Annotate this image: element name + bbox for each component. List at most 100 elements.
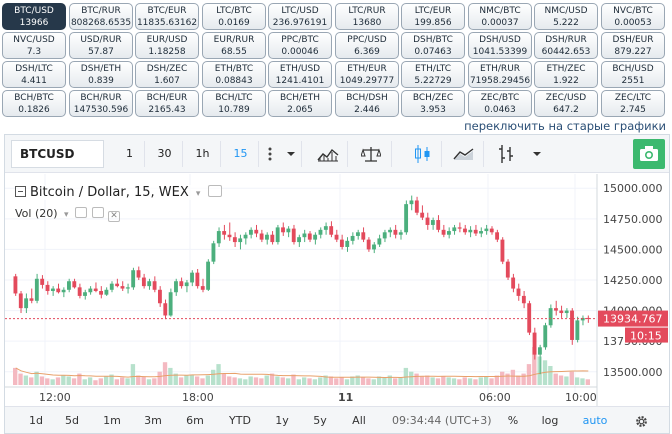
- time-tick-label: 12:00: [39, 391, 71, 404]
- range-1d-button[interactable]: 1d: [29, 414, 43, 427]
- range-ytd-button[interactable]: YTD: [229, 414, 251, 427]
- series-eye-icon[interactable]: [207, 185, 222, 197]
- pair-button[interactable]: BCH/DSH 2.446: [335, 90, 399, 117]
- pair-name: PPC/USD: [347, 35, 387, 45]
- pair-button[interactable]: DSH/ETH 0.839: [69, 61, 133, 88]
- pair-button[interactable]: DSH/BTC 0.07463: [401, 32, 465, 59]
- interval-1h-button[interactable]: 1h: [185, 141, 221, 167]
- camera-icon[interactable]: [633, 139, 665, 169]
- pair-button[interactable]: LTC/USD 236.976191: [268, 3, 332, 30]
- switch-old-charts-link[interactable]: переключить на старые графики: [464, 119, 666, 133]
- interval-1-button[interactable]: 1: [115, 141, 145, 167]
- range-5d-button[interactable]: 5d: [65, 414, 79, 427]
- pair-price: 57.87: [88, 47, 114, 57]
- pair-button[interactable]: PPC/BTC 0.00046: [268, 32, 332, 59]
- pair-price: 13680: [352, 18, 382, 28]
- log-scale-button[interactable]: log: [541, 414, 559, 427]
- pair-price: 6.369: [354, 47, 380, 57]
- pair-button[interactable]: DSH/EUR 879.227: [601, 32, 665, 59]
- candle-body: [163, 303, 168, 316]
- pair-button[interactable]: DSH/LTC 4.411: [2, 61, 66, 88]
- auto-scale-button[interactable]: auto: [582, 414, 608, 427]
- pair-price: 1.922: [553, 76, 579, 86]
- pair-button[interactable]: BCH/ZEC 3.953: [401, 90, 465, 117]
- range-all-button[interactable]: All: [352, 414, 366, 427]
- pair-price: 1241.4101: [275, 76, 325, 86]
- range-5y-button[interactable]: 5y: [313, 414, 327, 427]
- gear-icon[interactable]: [629, 407, 653, 434]
- indicators-icon[interactable]: [308, 141, 348, 167]
- pair-button[interactable]: BCH/ETH 2.065: [268, 90, 332, 117]
- series-chevron-down-icon[interactable]: ▾: [195, 189, 201, 199]
- pair-button[interactable]: EUR/USD 1.18258: [135, 32, 199, 59]
- area-chart-icon[interactable]: [444, 141, 484, 167]
- pair-button[interactable]: BTC/USD 13966: [2, 3, 66, 30]
- pair-button[interactable]: BCH/EUR 2165.43: [135, 90, 199, 117]
- pair-button[interactable]: PPC/USD 6.369: [335, 32, 399, 59]
- pair-button[interactable]: LTC/EUR 199.856: [401, 3, 465, 30]
- volume-eye-icon[interactable]: [75, 207, 88, 218]
- candle-body: [147, 281, 152, 287]
- pair-button[interactable]: EUR/RUR 68.55: [202, 32, 266, 59]
- volume-bar: [162, 362, 168, 385]
- chart-type-chevron-down-icon[interactable]: [526, 141, 548, 167]
- pair-button[interactable]: ETH/EUR 1049.29777: [335, 61, 399, 88]
- pair-button[interactable]: NMC/BTC 0.00037: [468, 3, 532, 30]
- percent-scale-button[interactable]: %: [507, 414, 519, 427]
- collapse-legend-icon[interactable]: [15, 186, 26, 197]
- candle-body: [323, 226, 328, 230]
- chart-area[interactable]: 15000.00014750.00014500.00014250.0001400…: [5, 174, 669, 406]
- pair-button[interactable]: NVC/BTC 0.00053: [601, 3, 665, 30]
- pair-name: LTC/USD: [281, 6, 319, 16]
- range-3m-button[interactable]: 3m: [144, 414, 162, 427]
- range-6m-button[interactable]: 6m: [186, 414, 204, 427]
- pair-button[interactable]: DSH/USD 1041.53399: [468, 32, 532, 59]
- bar-style-icon[interactable]: [486, 141, 526, 167]
- pair-button[interactable]: NMC/USD 5.222: [534, 3, 598, 30]
- range-1y-button[interactable]: 1y: [275, 414, 289, 427]
- pair-name: BTC/USD: [14, 6, 54, 16]
- pair-button[interactable]: ZEC/USD 647.2: [534, 90, 598, 117]
- volume-bar: [61, 375, 66, 385]
- volume-close-icon[interactable]: ✕: [108, 211, 121, 222]
- candle-body: [286, 228, 291, 233]
- dots-vertical-icon[interactable]: [260, 141, 280, 167]
- pair-button[interactable]: LTC/BTC 0.0169: [202, 3, 266, 30]
- pair-button[interactable]: BCH/BTC 0.1826: [2, 90, 66, 117]
- pair-button[interactable]: ZEC/LTC 2.745: [601, 90, 665, 117]
- volume-bar: [318, 377, 323, 385]
- interval-15-button[interactable]: 15: [223, 141, 259, 167]
- volume-chevron-down-icon[interactable]: ▾: [64, 210, 69, 220]
- pair-name: DSH/RUR: [545, 35, 587, 45]
- candle-body: [254, 229, 259, 234]
- pair-button[interactable]: NVC/USD 7.3: [2, 32, 66, 59]
- pair-button[interactable]: BCH/RUR 147530.596: [69, 90, 133, 117]
- pair-button[interactable]: ETH/USD 1241.4101: [268, 61, 332, 88]
- pair-button[interactable]: ETH/RUR 71958.29456: [468, 61, 532, 88]
- pair-button[interactable]: USD/RUR 57.87: [69, 32, 133, 59]
- pair-price: 0.00046: [281, 47, 319, 57]
- range-1m-button[interactable]: 1m: [103, 414, 121, 427]
- candle-body: [232, 237, 237, 243]
- pair-button[interactable]: BCH/USD 2551: [601, 61, 665, 88]
- pair-price: 0.1826: [18, 105, 50, 115]
- pair-button[interactable]: DSH/RUR 60442.653: [534, 32, 598, 59]
- candles-icon[interactable]: [404, 141, 442, 167]
- pair-button[interactable]: BCH/LTC 10.789: [202, 90, 266, 117]
- pair-button[interactable]: ZEC/BTC 0.0463: [468, 90, 532, 117]
- pair-button[interactable]: BTC/EUR 11835.63162: [135, 3, 199, 30]
- pair-button[interactable]: LTC/RUR 13680: [335, 3, 399, 30]
- pair-button[interactable]: ETH/LTC 5.22729: [401, 61, 465, 88]
- interval-30-button[interactable]: 30: [147, 141, 183, 167]
- current-price-label: 13934.767: [603, 313, 663, 326]
- interval-dropdown-chevron-down-icon[interactable]: [280, 141, 302, 167]
- pair-button[interactable]: ETH/ZEC 1.922: [534, 61, 598, 88]
- pair-price: 879.227: [614, 47, 652, 57]
- compare-scale-icon[interactable]: [350, 141, 392, 167]
- pair-button[interactable]: BTC/RUR 808268.6535: [69, 3, 133, 30]
- pair-button[interactable]: ETH/BTC 0.08843: [202, 61, 266, 88]
- volume-settings-icon[interactable]: [91, 207, 104, 218]
- symbol-search-input[interactable]: BTCUSD: [11, 140, 104, 168]
- clock-readout: 09:34:44 (UTC+3): [392, 414, 492, 427]
- pair-button[interactable]: DSH/ZEC 1.607: [135, 61, 199, 88]
